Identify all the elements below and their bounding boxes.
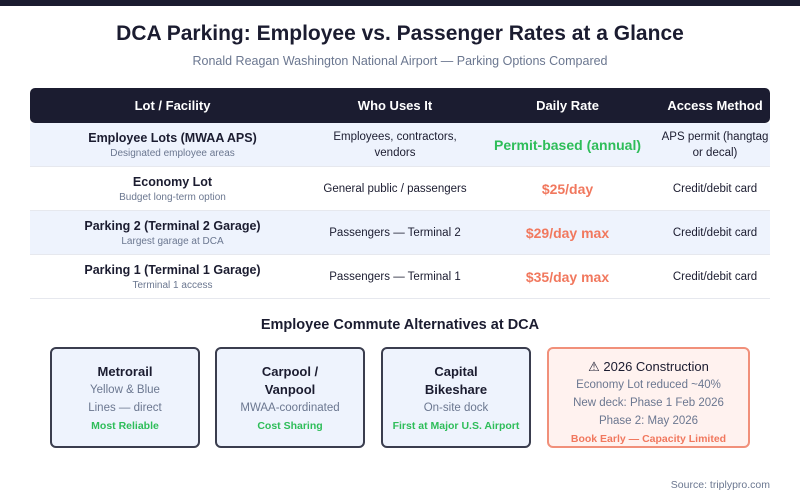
- card-title: Metrorail: [97, 364, 153, 379]
- who-uses: General public / passengers: [323, 182, 467, 195]
- card-text: Lines — direct: [88, 402, 162, 414]
- table-row: Economy Lot Budget long-term option Gener…: [30, 167, 770, 211]
- card-carpool: Carpool / Vanpool MWAA-coordinated Cost …: [215, 347, 365, 448]
- daily-rate: $29/day max: [525, 224, 610, 241]
- warning-icon: ⚠: [588, 359, 600, 374]
- lot-description: Largest garage at DCA: [121, 235, 224, 247]
- page-title: DCA Parking: Employee vs. Passenger Rate…: [116, 22, 684, 45]
- card-construction: ⚠ 2026 Construction Economy Lot reduced …: [547, 347, 750, 448]
- lot-name: Employee Lots (MWAA APS): [88, 130, 257, 145]
- lot-description: Designated employee areas: [110, 147, 235, 159]
- lot-description: Terminal 1 access: [132, 279, 213, 291]
- card-metrorail: Metrorail Yellow & Blue Lines — direct M…: [50, 347, 200, 448]
- who-uses: Passengers — Terminal 1: [329, 270, 461, 283]
- card-tag: First at Major U.S. Airport: [392, 420, 520, 432]
- who-uses: Employees, contractors, vendors: [333, 130, 457, 159]
- card-text: Phase 2: May 2026: [598, 415, 699, 427]
- page-subtitle: Ronald Reagan Washington National Airpor…: [192, 54, 608, 68]
- card-tag: Book Early — Capacity Limited: [570, 433, 727, 445]
- card-text: Economy Lot reduced ~40%: [576, 379, 721, 391]
- card-bikeshare: Capital Bikeshare On-site dock First at …: [381, 347, 531, 448]
- section-title: Employee Commute Alternatives at DCA: [260, 317, 540, 333]
- table-row: Employee Lots (MWAA APS) Designated emplo…: [30, 123, 770, 167]
- lot-description: Budget long-term option: [119, 191, 226, 203]
- who-uses: Passengers — Terminal 2: [329, 226, 461, 239]
- card-text: On-site dock: [423, 402, 489, 414]
- card-text: Yellow & Blue: [90, 384, 160, 396]
- header-who: Who Uses It: [357, 98, 433, 113]
- lot-name: Parking 1 (Terminal 1 Garage): [84, 262, 261, 277]
- header-lot: Lot / Facility: [134, 98, 211, 113]
- access-method: Credit/debit card: [672, 182, 758, 195]
- card-text: MWAA-coordinated: [240, 402, 340, 414]
- table-row: Parking 2 (Terminal 2 Garage) Largest gar…: [30, 211, 770, 255]
- card-title: Capital Bikeshare: [424, 364, 488, 397]
- lot-name: Parking 2 (Terminal 2 Garage): [84, 218, 261, 233]
- table-header: Lot / Facility Who Uses It Daily Rate Ac…: [30, 88, 770, 123]
- header-rate: Daily Rate: [536, 98, 599, 113]
- table-row: Parking 1 (Terminal 1 Garage) Terminal 1 …: [30, 255, 770, 299]
- daily-rate: $35/day max: [525, 268, 610, 285]
- card-tag: Cost Sharing: [257, 420, 323, 432]
- card-title: Carpool / Vanpool: [261, 364, 319, 397]
- card-title: 2026 Construction: [603, 359, 709, 374]
- parking-table: Lot / Facility Who Uses It Daily Rate Ac…: [30, 88, 770, 299]
- card-tag: Most Reliable: [91, 420, 159, 432]
- header-access: Access Method: [667, 98, 763, 113]
- lot-name: Economy Lot: [132, 174, 213, 189]
- daily-rate: $25/day: [541, 180, 594, 197]
- access-method: APS permit (hangtag or decal): [661, 130, 769, 159]
- top-bar: [0, 0, 800, 6]
- daily-rate: Permit-based (annual): [493, 136, 642, 153]
- access-method: Credit/debit card: [672, 270, 758, 283]
- access-method: Credit/debit card: [672, 226, 758, 239]
- source-note: Source: triplypro.com: [670, 479, 770, 491]
- card-text: New deck: Phase 1 Feb 2026: [573, 397, 724, 409]
